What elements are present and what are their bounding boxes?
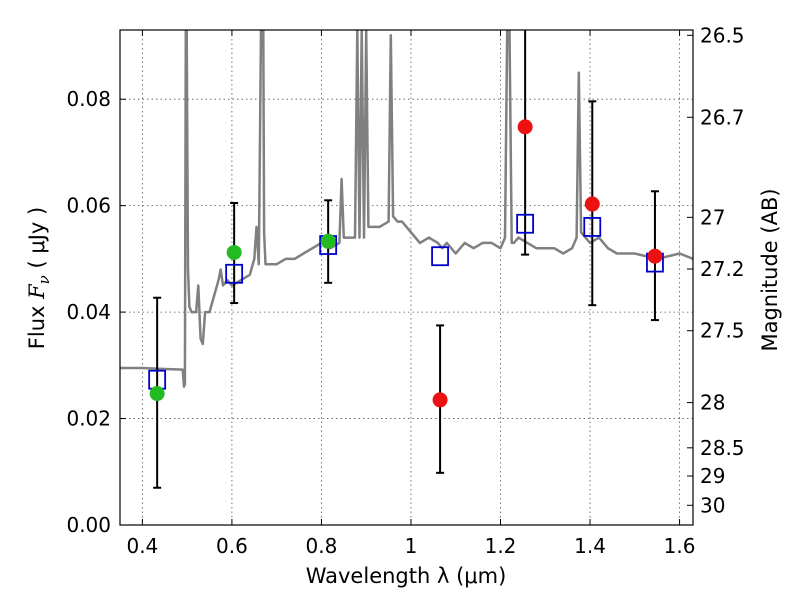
magnitude-axis-ticks: 26.5 26.7 27 27.2 27.5 28 28.5 29 30 <box>687 23 745 517</box>
y-tick-label: 0.02 <box>66 407 111 431</box>
y-tick-label: 0.08 <box>66 87 111 111</box>
observed-point-red <box>647 248 663 264</box>
y-axis-label: Flux Fν ( μJy ) <box>25 207 53 349</box>
model-square-marker <box>583 217 602 237</box>
model-photometry-markers <box>148 213 664 390</box>
mag-tick-label: 29 <box>700 464 725 488</box>
mag-tick-label: 30 <box>700 493 725 517</box>
x-tick-label: 0.6 <box>216 534 248 558</box>
mag-tick-label: 27.5 <box>700 319 745 343</box>
y-axis-label-subscript: ν <box>35 275 53 284</box>
observed-flux-markers <box>149 119 663 408</box>
y-axis-label-prefix: Flux <box>25 299 49 349</box>
x-axis-label: Wavelength λ (μm) <box>306 564 507 588</box>
observed-point-green <box>226 244 242 260</box>
x-tick-label: 1.4 <box>574 534 606 558</box>
y-axis-label-suffix: ( μJy ) <box>25 207 49 275</box>
mag-tick-label: 27.2 <box>700 257 745 281</box>
observed-point-red <box>517 119 533 135</box>
spectrum-line <box>120 30 693 388</box>
grid-lines <box>120 30 693 525</box>
y-axis-ticks: 0.00 0.02 0.04 0.06 0.08 <box>66 87 126 537</box>
mag-tick-label: 26.7 <box>700 105 745 129</box>
y-tick-label: 0.00 <box>66 513 111 537</box>
mag-tick-label: 26.5 <box>700 23 745 47</box>
x-axis-ticks: 0.4 0.6 0.8 1 1.2 1.4 1.6 <box>126 30 695 558</box>
x-tick-label: 1 <box>405 534 418 558</box>
model-square-marker <box>225 263 244 284</box>
y-tick-label: 0.04 <box>66 300 111 324</box>
mag-tick-label: 27 <box>700 205 725 229</box>
y2-axis-label: Magnitude (AB) <box>758 188 782 351</box>
y-tick-label: 0.06 <box>66 194 111 218</box>
observed-point-green <box>320 233 336 249</box>
model-square-marker <box>431 246 449 267</box>
observed-point-red <box>432 392 448 408</box>
x-tick-label: 1.2 <box>485 534 517 558</box>
x-tick-label: 1.6 <box>664 534 696 558</box>
observed-point-red <box>584 196 600 212</box>
mag-tick-label: 28.5 <box>700 436 745 460</box>
model-square-marker <box>516 213 535 234</box>
observed-point-green <box>149 386 165 402</box>
x-tick-label: 0.4 <box>126 534 158 558</box>
y-axis-label-symbol: F <box>25 283 49 300</box>
mag-tick-label: 28 <box>700 391 725 415</box>
x-tick-label: 0.8 <box>306 534 338 558</box>
plot-frame <box>119 29 694 526</box>
